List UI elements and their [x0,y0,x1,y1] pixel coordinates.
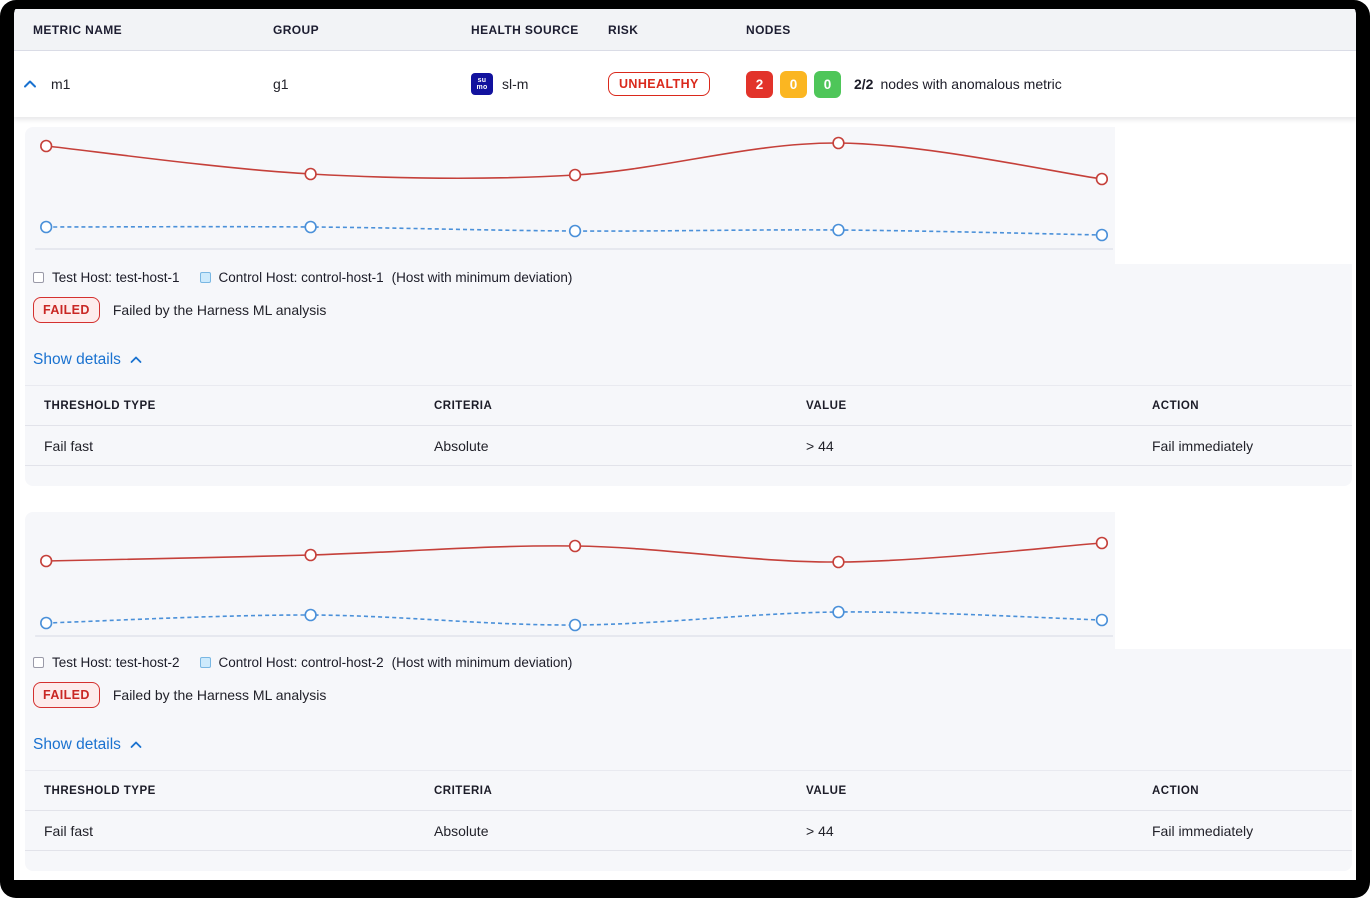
node-count-badge-unhealthy: 2 [746,70,773,98]
nodes-ratio: 2/2 [854,76,874,92]
column-risk: RISK [608,22,639,37]
nodes-caption: nodes with anomalous metric [880,76,1062,92]
legend-note: (Host with minimum deviation) [391,655,573,670]
legend-item-test-host[interactable]: Test Host: test-host-1 [33,270,180,285]
node-count-badge-observe: 0 [780,70,807,98]
chart-legend: Test Host: test-host-1 Control Host: con… [25,264,1352,285]
details-table-header: THRESHOLD TYPE CRITERIA VALUE ACTION [25,771,1352,811]
verdict-row: FAILED Failed by the Harness ML analysis [25,285,1352,323]
threshold-type-value: Fail fast [44,437,94,454]
col-value: VALUE [806,399,847,412]
chart-row [25,127,1352,264]
collapse-row-chevron-up-icon[interactable] [22,76,38,92]
chart-row [25,512,1352,649]
col-criteria: CRITERIA [434,399,493,412]
sumologic-icon-text-top: su [477,77,487,84]
metric-analysis-section: Test Host: test-host-2 Control Host: con… [25,512,1352,871]
chart-side-panel [1115,512,1352,649]
metric-name-cell: m1 [22,76,273,92]
col-threshold-type: THRESHOLD TYPE [44,399,156,412]
chart-side-panel [1115,127,1352,264]
sumologic-icon-text-bottom: mo [476,84,488,91]
group-value: g1 [273,76,289,92]
health-source-value: sl-m [502,76,529,92]
health-source-cell: su mo sl-m [471,73,608,95]
details-table-header: THRESHOLD TYPE CRITERIA VALUE ACTION [25,386,1352,426]
action-value: Fail immediately [1152,437,1254,454]
show-details-label: Show details [33,351,121,368]
action-value: Fail immediately [1152,822,1254,839]
chevron-up-icon [130,741,142,748]
chart-legend: Test Host: test-host-2 Control Host: con… [25,649,1352,670]
show-details-link[interactable]: Show details [33,351,143,369]
column-metric-name: METRIC NAME [33,22,123,37]
threshold-type-value: Fail fast [44,822,94,839]
metric-name-value: m1 [51,76,71,92]
verdict-message: Failed by the Harness ML analysis [112,687,327,703]
test-host-label: Test Host: test-host-1 [52,270,180,285]
nodes-cell: 2 0 0 2/2 nodes with anomalous metric [746,70,1356,98]
legend-item-test-host[interactable]: Test Host: test-host-2 [33,655,180,670]
criteria-value: Absolute [434,822,489,839]
show-details-link[interactable]: Show details [33,736,143,754]
col-threshold-type: THRESHOLD TYPE [44,784,156,797]
timeseries-chart[interactable] [25,127,1115,264]
criteria-value: Absolute [434,437,489,454]
column-nodes: NODES [746,22,791,37]
legend-item-control-host[interactable]: Control Host: control-host-2 [199,655,384,670]
test-host-swatch-icon [33,657,44,668]
col-criteria: CRITERIA [434,784,493,797]
verdict-message: Failed by the Harness ML analysis [112,302,327,318]
column-group: GROUP [273,22,320,37]
control-host-label: Control Host: control-host-1 [218,270,384,285]
show-details-label: Show details [33,736,121,753]
test-host-swatch-icon [33,272,44,283]
failed-badge: FAILED [33,297,100,323]
test-host-label: Test Host: test-host-2 [52,655,180,670]
node-count-badge-healthy: 0 [814,70,841,98]
col-action: ACTION [1152,399,1200,412]
col-action: ACTION [1152,784,1200,797]
verdict-row: FAILED Failed by the Harness ML analysis [25,670,1352,708]
legend-item-control-host[interactable]: Control Host: control-host-1 [199,270,384,285]
risk-cell: UNHEALTHY [608,72,746,96]
failed-badge: FAILED [33,682,100,708]
col-value: VALUE [806,784,847,797]
control-host-swatch-icon [199,272,211,283]
details-table-footer [25,466,1352,486]
details-table-row: Fail fast Absolute > 44 Fail immediately [25,426,1352,466]
metric-row[interactable]: m1 g1 su mo sl-m UNHEALTHY 2 0 0 2/2 nod… [14,51,1356,117]
chevron-up-icon [130,356,142,363]
metrics-table-header: METRIC NAME GROUP HEALTH SOURCE RISK NOD… [14,9,1356,51]
details-table-row: Fail fast Absolute > 44 Fail immediately [25,811,1352,851]
timeseries-chart[interactable] [25,512,1115,649]
value-value: > 44 [806,822,834,839]
column-health-source: HEALTH SOURCE [471,22,579,37]
value-value: > 44 [806,437,834,454]
threshold-details-table: THRESHOLD TYPE CRITERIA VALUE ACTION Fai… [25,385,1352,486]
control-host-label: Control Host: control-host-2 [218,655,384,670]
metric-analysis-section: Test Host: test-host-1 Control Host: con… [25,127,1352,486]
sumologic-icon: su mo [471,73,493,95]
legend-note: (Host with minimum deviation) [391,270,573,285]
group-cell: g1 [273,76,471,92]
details-table-footer [25,851,1352,871]
control-host-swatch-icon [199,657,211,668]
threshold-details-table: THRESHOLD TYPE CRITERIA VALUE ACTION Fai… [25,770,1352,871]
risk-badge: UNHEALTHY [608,72,710,96]
